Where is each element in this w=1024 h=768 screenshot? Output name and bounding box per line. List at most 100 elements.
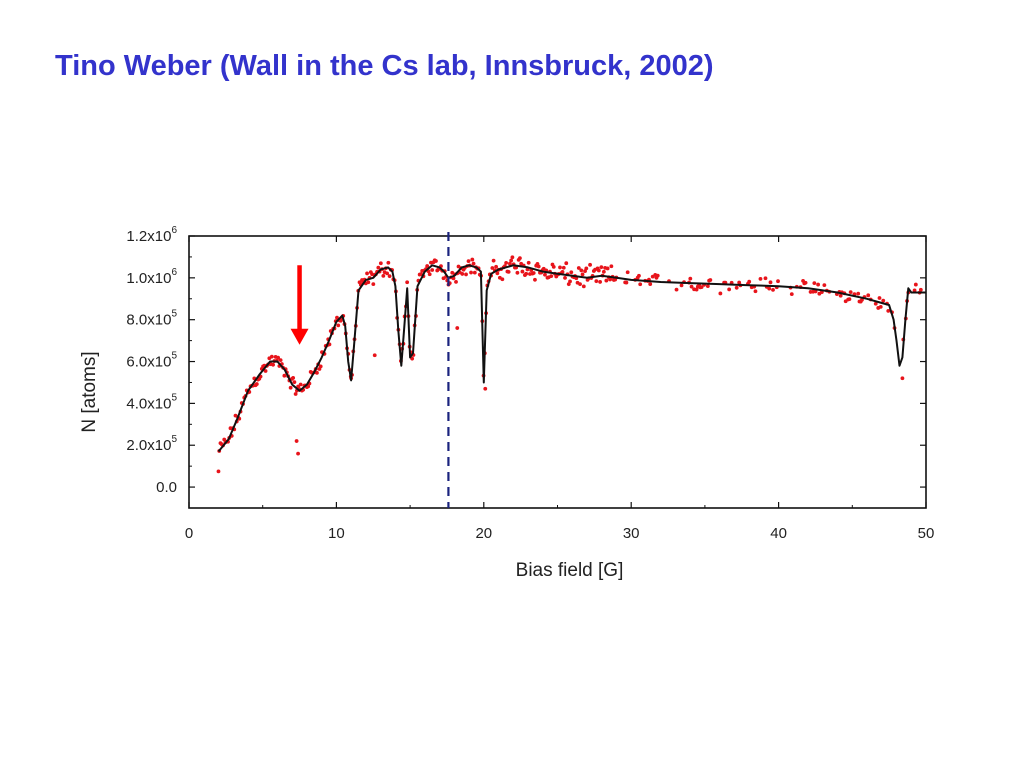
- data-point: [604, 278, 609, 283]
- data-point: [599, 265, 604, 270]
- data-point: [609, 264, 614, 269]
- y-axis-title: N [atoms]: [79, 351, 100, 432]
- data-point: [767, 286, 772, 291]
- annotations-group: [290, 232, 450, 508]
- data-point: [288, 385, 293, 390]
- data-point: [608, 277, 613, 282]
- data-point: [434, 259, 438, 263]
- data-point: [471, 261, 476, 266]
- data-point: [386, 260, 391, 265]
- data-point: [847, 297, 852, 302]
- data-point: [699, 285, 704, 290]
- data-point: [510, 255, 515, 260]
- data-point: [387, 274, 392, 279]
- y-tick-label-exponent: 5: [171, 392, 177, 403]
- data-point: [803, 280, 808, 285]
- data-point: [564, 261, 569, 266]
- x-tick-label: 40: [770, 525, 787, 542]
- data-point: [425, 264, 430, 268]
- data-point: [580, 272, 585, 277]
- data-point: [838, 293, 843, 298]
- data-point: [372, 353, 377, 358]
- y-tick-label: 6.0x105: [126, 351, 177, 371]
- data-point: [460, 272, 465, 276]
- data-point: [569, 270, 574, 275]
- fit-line-group: [217, 264, 926, 453]
- data-point: [536, 264, 541, 269]
- data-point: [269, 354, 274, 359]
- y-tick-label-exponent: 6: [171, 225, 177, 236]
- data-point: [900, 376, 905, 381]
- data-point: [822, 283, 827, 288]
- y-tick-label: 8.0x105: [126, 309, 177, 329]
- y-tick-label-exponent: 5: [171, 309, 177, 320]
- data-point: [561, 265, 566, 270]
- data-point: [315, 370, 319, 375]
- data-point: [466, 259, 471, 264]
- y-tick-label-base: 4.0x10: [126, 395, 171, 412]
- data-point: [371, 282, 376, 287]
- data-point: [594, 279, 599, 284]
- data-point: [734, 285, 739, 290]
- data-point: [506, 269, 511, 274]
- data-point: [624, 280, 629, 285]
- data-point: [507, 261, 512, 266]
- data-point: [558, 265, 562, 270]
- data-point: [563, 275, 567, 280]
- data-point: [638, 282, 643, 287]
- data-point: [856, 291, 861, 296]
- data-point: [318, 364, 323, 369]
- data-point: [531, 271, 536, 275]
- data-point: [376, 265, 381, 270]
- data-point: [758, 276, 763, 281]
- data-point: [278, 358, 283, 362]
- data-point: [866, 293, 871, 298]
- slide-title: Tino Weber (Wall in the Cs lab, Innsbruc…: [55, 50, 714, 82]
- data-point: [886, 308, 891, 313]
- data-point: [705, 284, 710, 288]
- x-tick-label: 30: [623, 525, 640, 542]
- data-point: [637, 273, 641, 278]
- data-point: [848, 290, 853, 295]
- data-point: [469, 270, 473, 275]
- data-point: [500, 277, 505, 282]
- data-point: [336, 323, 341, 328]
- data-point: [912, 288, 917, 293]
- y-tick-label: 1.0x106: [126, 267, 177, 287]
- data-point: [282, 373, 287, 378]
- data-point: [292, 380, 297, 385]
- data-point: [581, 284, 586, 289]
- data-point: [335, 315, 339, 320]
- data-point: [881, 298, 886, 303]
- data-point: [298, 382, 303, 387]
- data-point: [689, 284, 694, 289]
- data-point: [596, 268, 601, 273]
- data-point: [776, 279, 780, 284]
- arrow-head: [290, 328, 309, 345]
- data-point: [470, 257, 475, 262]
- data-point: [385, 271, 390, 276]
- data-point: [291, 376, 296, 380]
- fit-line: [217, 264, 926, 453]
- data-point: [419, 272, 423, 277]
- data-point: [520, 269, 525, 274]
- y-tick-label-exponent: 5: [171, 434, 177, 445]
- data-point: [584, 266, 589, 271]
- x-tick-label: 10: [328, 525, 345, 542]
- y-tick-label-base: 0.0: [156, 479, 177, 496]
- data-point: [509, 258, 514, 263]
- data-point: [490, 266, 495, 270]
- data-point: [551, 265, 556, 269]
- data-point: [816, 282, 821, 287]
- data-point: [579, 268, 584, 273]
- data-point: [873, 301, 878, 306]
- data-point: [747, 279, 752, 284]
- data-point: [560, 270, 565, 274]
- y-tick-label-base: 1.0x10: [126, 270, 171, 287]
- data-point: [276, 355, 281, 360]
- data-point: [491, 258, 496, 263]
- data-point: [605, 266, 610, 271]
- data-point: [655, 273, 660, 278]
- y-tick-label-exponent: 5: [171, 351, 177, 362]
- data-point: [483, 386, 488, 391]
